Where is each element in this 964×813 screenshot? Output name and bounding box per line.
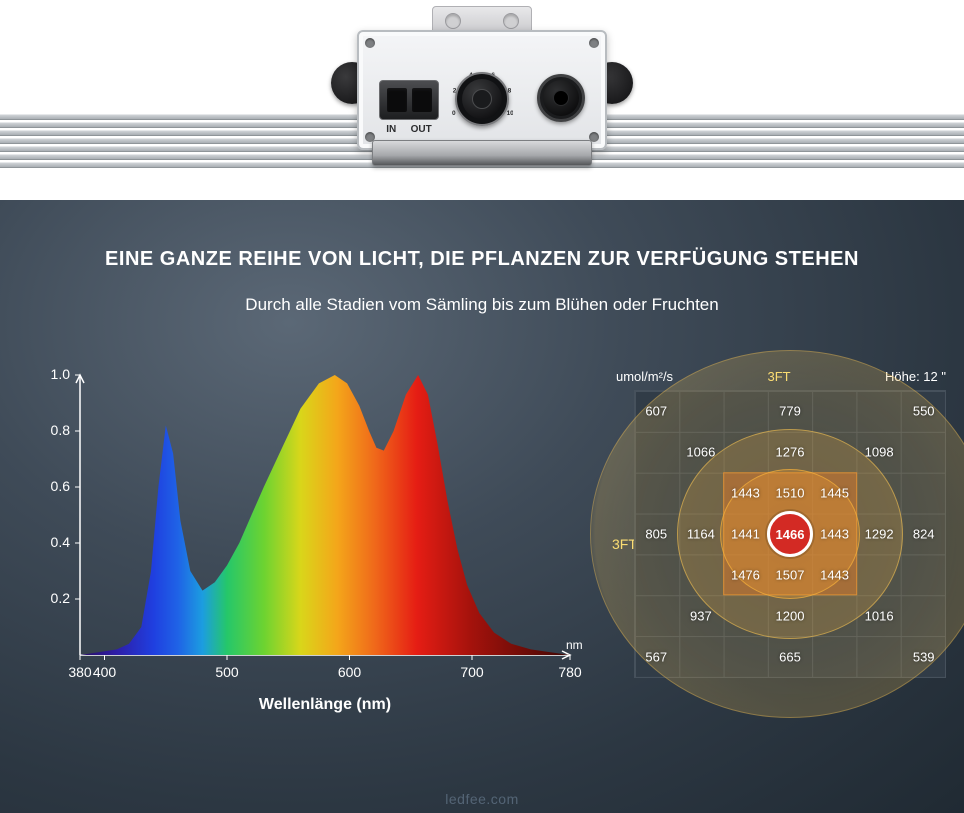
svg-text:400: 400	[93, 664, 117, 680]
heatmap-value: 1445	[820, 485, 849, 500]
dimmer-dial	[455, 72, 509, 126]
heatmap-top-ft: 3FT	[767, 369, 790, 384]
watermark: ledfee.com	[445, 791, 518, 807]
heatmap-stage: 1466 607 779 550 1066 1276 1098 1443 1510 1445 80…	[634, 390, 946, 678]
svg-text:0.8: 0.8	[51, 422, 71, 438]
heatmap-value: 1443	[731, 485, 760, 500]
spectrum-chart-svg: 0.2 0.4 0.6 0.8 1.0 380400 500 600 700 780 nm Welle…	[24, 369, 594, 719]
heatmap-value: 567	[645, 650, 667, 665]
heatmap-value: 607	[645, 403, 667, 418]
product-hero: IN OUT 0246810	[0, 0, 964, 200]
device-body: IN OUT 0246810	[357, 30, 607, 150]
heatmap-height: Höhe: 12 "	[885, 369, 946, 384]
svg-text:Wellenlänge (nm): Wellenlänge (nm)	[259, 696, 391, 713]
rj-port	[379, 80, 439, 120]
heatmap-value: 1016	[865, 609, 894, 624]
svg-text:nm: nm	[566, 638, 583, 652]
svg-text:0.2: 0.2	[51, 590, 71, 606]
svg-text:500: 500	[215, 664, 239, 680]
svg-text:0: 0	[452, 110, 456, 117]
heatmap-unit: umol/m²/s	[616, 369, 673, 384]
heatmap-value: 805	[645, 527, 667, 542]
spectrum-chart: 0.2 0.4 0.6 0.8 1.0 380400 500 600 700 780 nm Welle…	[24, 369, 594, 719]
device-base	[372, 140, 592, 166]
heatmap-value: 539	[913, 650, 935, 665]
controller-device: IN OUT 0246810	[357, 6, 607, 166]
heatmap-value: 1476	[731, 568, 760, 583]
heatmap-value: 550	[913, 403, 935, 418]
heatmap-value: 1441	[731, 527, 760, 542]
heatmap-center-value: 1466	[767, 511, 813, 557]
heatmap-value: 1164	[687, 527, 715, 542]
heatmap-value: 937	[690, 609, 712, 624]
svg-text:0.6: 0.6	[51, 478, 71, 494]
infographic-panel: EINE GANZE REIHE VON LICHT, DIE PFLANZEN…	[0, 200, 964, 813]
heatmap-value: 1507	[776, 568, 805, 583]
svg-text:10: 10	[507, 110, 513, 117]
svg-text:0.4: 0.4	[51, 534, 71, 550]
heatmap-value: 665	[779, 650, 801, 665]
svg-text:380: 380	[68, 664, 92, 680]
port-label-out: OUT	[411, 124, 432, 135]
heatmap-value: 1292	[865, 527, 894, 542]
subheadline: Durch alle Stadien vom Sämling bis zum B…	[0, 295, 964, 315]
svg-text:1.0: 1.0	[51, 369, 71, 382]
heatmap-value: 1098	[865, 444, 894, 459]
ppfd-heatmap: umol/m²/s 3FT Höhe: 12 " 3FT 1466 607779…	[616, 369, 946, 719]
svg-text:780: 780	[558, 664, 582, 680]
heatmap-value: 1510	[776, 485, 805, 500]
screw-icon	[365, 38, 375, 48]
port-label-in: IN	[386, 124, 396, 135]
svg-text:700: 700	[460, 664, 484, 680]
heatmap-value: 1443	[820, 568, 849, 583]
heatmap-value: 824	[913, 527, 935, 542]
port-labels: IN OUT	[379, 124, 439, 135]
heatmap-value: 1200	[776, 609, 805, 624]
svg-text:600: 600	[338, 664, 362, 680]
screw-icon	[589, 38, 599, 48]
heatmap-value: 1066	[686, 444, 715, 459]
headline: EINE GANZE REIHE VON LICHT, DIE PFLANZEN…	[0, 248, 964, 271]
heatmap-value: 1276	[776, 444, 805, 459]
power-connector	[537, 74, 585, 122]
heatmap-value: 1443	[820, 527, 849, 542]
heatmap-value: 779	[779, 403, 801, 418]
